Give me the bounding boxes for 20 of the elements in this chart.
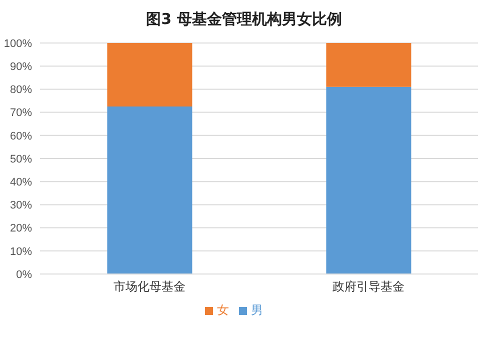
y-tick-label: 30% [10, 200, 32, 212]
y-tick-label: 60% [10, 130, 32, 142]
y-tick-label: 20% [10, 222, 32, 235]
y-tick-label: 0% [16, 268, 32, 281]
legend-label: 女 [217, 303, 229, 317]
y-tick-label: 80% [10, 84, 32, 96]
x-tick-label: 政府引导基金 [332, 280, 404, 294]
legend-label: 男 [251, 303, 263, 317]
y-tick-label: 10% [10, 246, 32, 258]
y-tick-label: 70% [10, 107, 32, 120]
bar [326, 86, 412, 274]
y-tick-label: 50% [10, 153, 32, 166]
chart-title: 图3 母基金管理机构男女比例 [145, 10, 343, 29]
y-tick-label: 100% [4, 38, 32, 50]
y-tick-label: 40% [10, 176, 32, 189]
bar [326, 43, 412, 87]
bar [107, 106, 192, 274]
x-tick-label: 市场化母基金 [114, 280, 186, 294]
bar [107, 43, 192, 107]
y-tick-label: 90% [10, 61, 32, 74]
